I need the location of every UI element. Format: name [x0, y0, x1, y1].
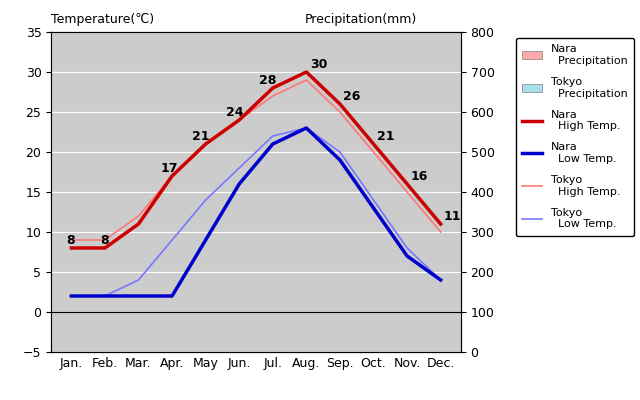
Text: Precipitation(mm): Precipitation(mm): [305, 13, 417, 26]
Bar: [429, 332, 441, 352]
Text: 24: 24: [226, 106, 243, 119]
Legend: Nara
  Precipitation, Tokyo
  Precipitation, Nara
  High Temp., Nara
  Low Temp.: Nara Precipitation, Tokyo Precipitation,…: [515, 38, 634, 236]
Bar: [93, 326, 105, 352]
Bar: [340, 268, 352, 352]
Text: 28: 28: [259, 74, 276, 87]
Text: 17: 17: [160, 162, 178, 175]
Bar: [396, 328, 407, 352]
Bar: [71, 328, 83, 352]
Bar: [105, 328, 116, 352]
Text: 30: 30: [310, 58, 327, 71]
Bar: [194, 292, 205, 352]
Text: 26: 26: [343, 90, 361, 103]
Bar: [138, 304, 150, 352]
Bar: [362, 296, 374, 352]
Bar: [172, 296, 184, 352]
Bar: [227, 276, 239, 352]
Text: Temperature(℃): Temperature(℃): [51, 13, 154, 26]
Text: 8: 8: [100, 234, 109, 247]
Text: 8: 8: [67, 234, 75, 247]
Bar: [261, 284, 273, 352]
Bar: [205, 292, 218, 352]
Bar: [239, 280, 251, 352]
Bar: [127, 308, 138, 352]
Bar: [60, 332, 71, 352]
Bar: [407, 316, 419, 352]
Text: 16: 16: [410, 170, 428, 183]
Text: 21: 21: [377, 130, 394, 143]
Bar: [160, 300, 172, 352]
Bar: [374, 272, 385, 352]
Bar: [307, 290, 318, 352]
Bar: [273, 290, 285, 352]
Bar: [294, 300, 307, 352]
Bar: [441, 336, 452, 352]
Text: 11: 11: [444, 210, 461, 223]
Bar: [328, 280, 340, 352]
Text: 21: 21: [192, 130, 210, 143]
